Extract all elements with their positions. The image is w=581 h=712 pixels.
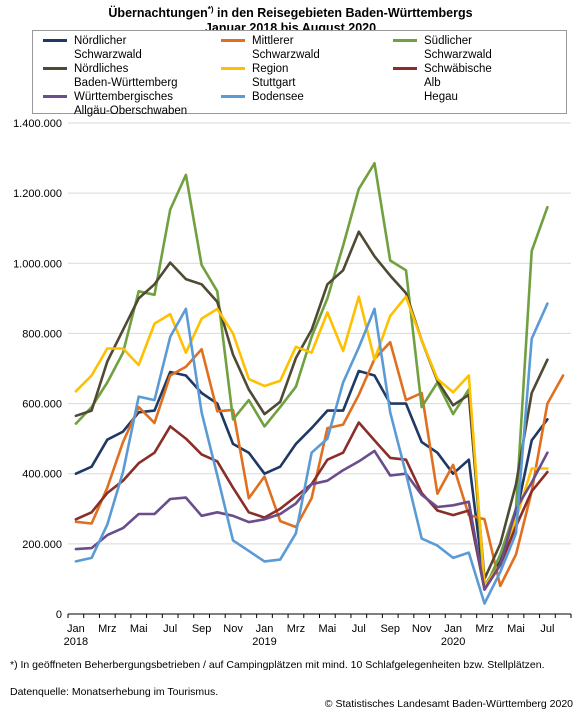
title-footnote-marker: *): [207, 5, 214, 14]
series-line-7: [74, 302, 549, 605]
y-tick-label: 1.200.000: [13, 188, 62, 200]
y-tick-label: 1.400.000: [13, 118, 62, 130]
x-tick-label: Jan: [67, 623, 85, 635]
legend-label: Mittlerer Schwarzwald: [252, 35, 320, 61]
title-line1: Übernachtungen: [108, 6, 208, 21]
series-line-0: [74, 369, 549, 588]
y-tick-label: 800.000: [22, 328, 62, 340]
legend-label: Schwäbische Alb: [424, 63, 492, 89]
legend-swatch: [43, 67, 67, 70]
y-tick-label: 600.000: [22, 399, 62, 411]
x-tick-label: Jul: [352, 623, 366, 635]
y-tick-label: 200.000: [22, 539, 62, 551]
x-tick-label: Mrz: [475, 623, 493, 635]
legend-swatch: [221, 67, 245, 70]
title-line1-rest: in den Reisegebieten Baden-Württembergs: [213, 6, 473, 21]
legend-swatch: [221, 95, 245, 98]
y-tick-label: 400.000: [22, 469, 62, 481]
legend-label: Württembergisches Allgäu-Oberschwaben: [74, 91, 188, 117]
legend-item-6: Württembergisches Allgäu-Oberschwaben: [43, 90, 187, 118]
legend-item-4: Region Stuttgart: [221, 62, 295, 90]
legend-swatch: [393, 39, 417, 42]
x-year-label: 2020: [441, 636, 465, 648]
chart-legend: Nördlicher Schwarzwald Mittlerer Schwarz…: [32, 30, 567, 117]
legend-swatch: [393, 95, 417, 98]
y-tick-label: 0: [56, 609, 62, 621]
x-tick-label: Mai: [130, 623, 148, 635]
legend-swatch: [43, 39, 67, 42]
x-tick-label: Sep: [192, 623, 212, 635]
x-year-label: 2019: [252, 636, 276, 648]
x-tick-label: Jan: [444, 623, 462, 635]
copyright: © Statistisches Landesamt Baden-Württemb…: [324, 698, 573, 710]
legend-item-5: Schwäbische Alb: [393, 62, 492, 90]
legend-label: Bodensee: [252, 91, 304, 103]
legend-label: Nördlicher Schwarzwald: [74, 35, 142, 61]
x-tick-label: Mai: [507, 623, 525, 635]
legend-label: Südlicher Schwarzwald: [424, 35, 492, 61]
legend-item-8: Hegau: [393, 90, 458, 104]
x-tick-label: Mrz: [98, 623, 116, 635]
legend-label: Nördliches Baden-Württemberg: [74, 63, 178, 89]
series-line-3: [74, 230, 549, 581]
legend-label: Hegau: [424, 91, 458, 103]
series-line-1: [74, 340, 565, 588]
legend-item-1: Mittlerer Schwarzwald: [221, 34, 320, 62]
legend-swatch: [393, 67, 417, 70]
legend-item-0: Nördlicher Schwarzwald: [43, 34, 142, 62]
x-tick-label: Jul: [163, 623, 177, 635]
legend-item-2: Südlicher Schwarzwald: [393, 34, 492, 62]
legend-item-3: Nördliches Baden-Württemberg: [43, 62, 178, 90]
x-tick-label: Nov: [223, 623, 243, 635]
x-tick-label: Mrz: [287, 623, 305, 635]
y-tick-label: 1.000.000: [13, 258, 62, 270]
footnote: *) In geöffneten Beherbergungsbetrieben …: [10, 659, 545, 671]
x-tick-label: Sep: [380, 623, 400, 635]
legend-swatch: [221, 39, 245, 42]
series-line-6: [74, 449, 549, 591]
x-tick-label: Jul: [540, 623, 554, 635]
data-source: Datenquelle: Monatserhebung im Tourismus…: [10, 686, 219, 698]
legend-swatch: [43, 95, 67, 98]
x-tick-label: Nov: [412, 623, 432, 635]
x-year-label: 2018: [64, 636, 88, 648]
legend-label: Region Stuttgart: [252, 63, 296, 89]
series-line-4: [74, 295, 549, 588]
legend-item-7: Bodensee: [221, 90, 304, 104]
x-tick-label: Mai: [318, 623, 336, 635]
x-tick-label: Jan: [256, 623, 274, 635]
